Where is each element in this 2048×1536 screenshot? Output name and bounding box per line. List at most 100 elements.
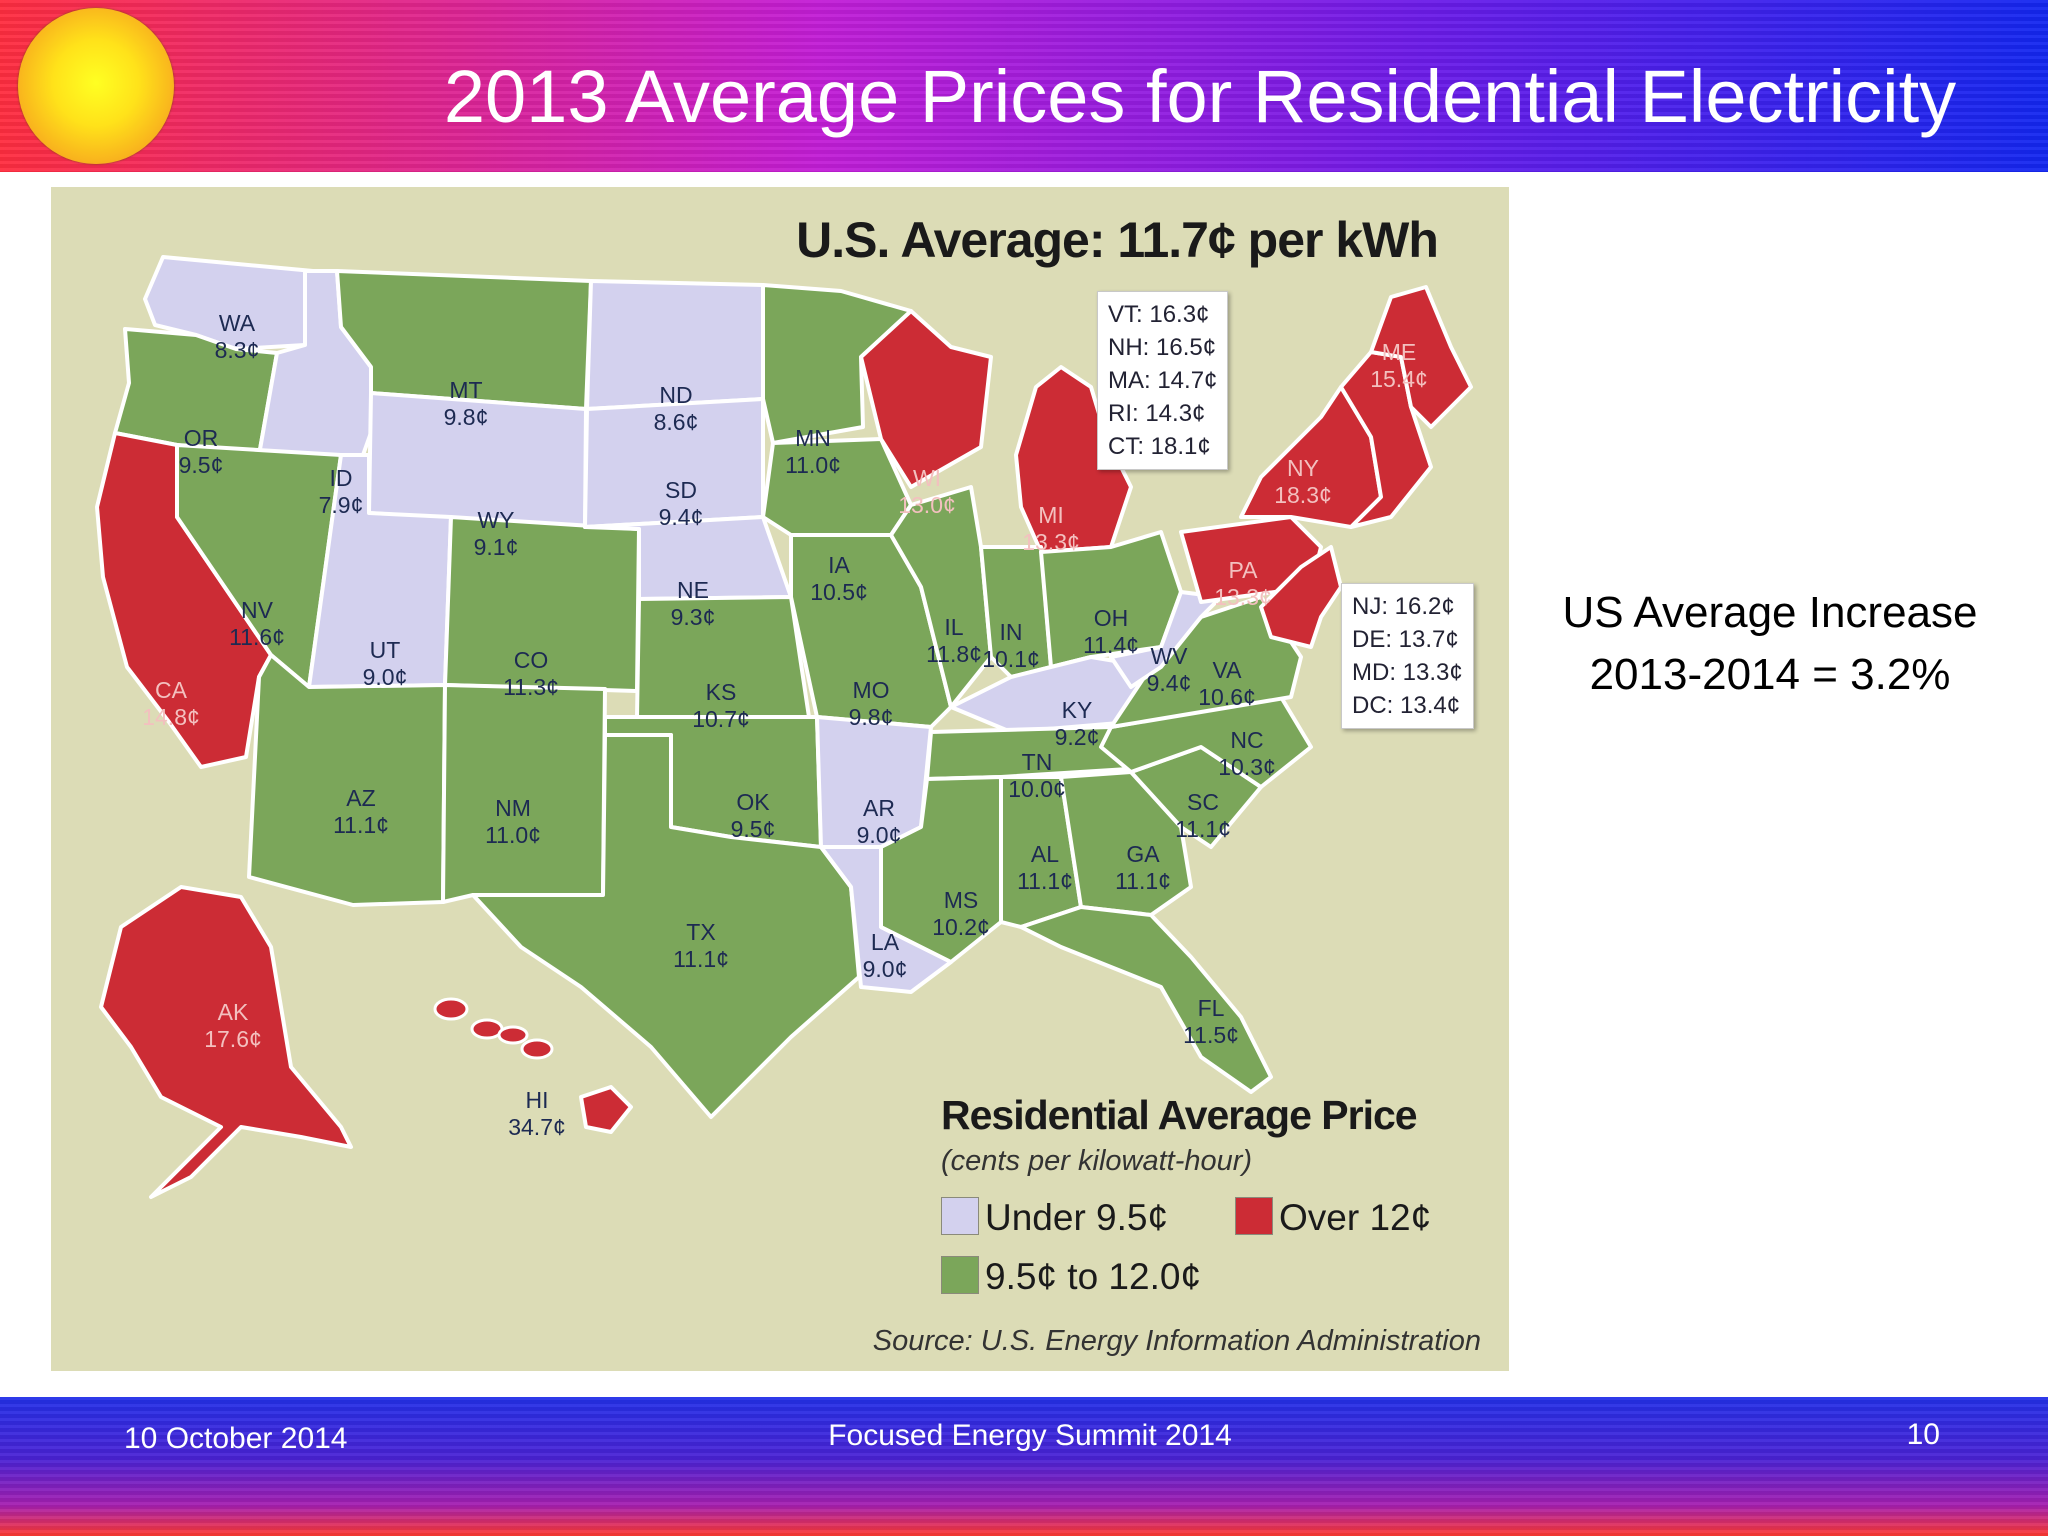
state-price: 10.1¢ <box>982 646 1040 672</box>
legend-swatch-high <box>1235 1197 1273 1235</box>
callout-md: MD: 13.3¢ <box>1352 659 1463 686</box>
legend-swatch-mid <box>941 1256 979 1294</box>
state-price: 11.5¢ <box>1183 1022 1239 1048</box>
hawaii-island-3 <box>497 1025 529 1045</box>
state-price: 9.3¢ <box>670 604 716 630</box>
state-price: 7.9¢ <box>318 492 364 518</box>
state-price: 10.7¢ <box>692 706 750 732</box>
legend-label-low: Under 9.5¢ <box>985 1197 1169 1238</box>
state-price: 10.0¢ <box>1008 776 1066 802</box>
state-abbr: KS <box>705 679 737 705</box>
state-abbr: VA <box>1212 657 1242 683</box>
us-map-shapes <box>95 255 1473 1199</box>
state-price: 11.8¢ <box>926 641 982 667</box>
state-label-wv: WV 9.4¢ <box>1104 643 1234 697</box>
state-price: 9.1¢ <box>473 534 519 560</box>
state-shape-fl <box>1019 905 1273 1094</box>
legend-subtitle: (cents per kilowatt-hour) <box>941 1145 1253 1177</box>
state-abbr: NC <box>1230 727 1264 753</box>
state-price: 13.0¢ <box>898 492 956 518</box>
state-abbr: NY <box>1287 455 1319 481</box>
state-price: 10.6¢ <box>1198 684 1256 710</box>
state-price: 11.1¢ <box>333 812 389 838</box>
state-abbr: TN <box>1021 749 1053 775</box>
state-abbr: WI <box>912 465 942 491</box>
callout-vt: VT: 16.3¢ <box>1108 301 1210 328</box>
side-note-line-1: US Average Increase <box>1562 588 1978 637</box>
state-abbr: HI <box>525 1087 549 1113</box>
state-label-mt: MT 9.8¢ <box>401 377 531 431</box>
footer-date: 10 October 2014 <box>124 1422 348 1455</box>
state-price: 9.4¢ <box>1146 670 1192 696</box>
state-price: 11.1¢ <box>673 946 729 972</box>
state-label-ar: AR 9.0¢ <box>814 795 944 849</box>
state-shape-ak <box>99 885 353 1199</box>
state-label-ny: NY 18.3¢ <box>1238 455 1368 509</box>
state-abbr: KY <box>1061 697 1093 723</box>
state-abbr: AR <box>863 795 895 821</box>
state-abbr: MO <box>852 677 890 703</box>
state-shape-hi <box>579 1085 633 1134</box>
state-label-sc: SC 11.1¢ <box>1138 789 1268 843</box>
legend-label-mid: 9.5¢ to 12.0¢ <box>985 1256 1202 1297</box>
state-shape-tx <box>471 733 861 1119</box>
legend-item-high: Over 12¢ <box>1235 1197 1431 1239</box>
footer-event: Focused Energy Summit 2014 <box>828 1419 1232 1452</box>
state-abbr: WA <box>218 310 256 336</box>
state-label-me: ME 15.4¢ <box>1334 339 1464 393</box>
state-label-nc: NC 10.3¢ <box>1182 727 1312 781</box>
callout-ct: CT: 18.1¢ <box>1108 433 1211 460</box>
state-abbr: LA <box>870 929 900 955</box>
state-price: 14.8¢ <box>142 704 200 730</box>
state-price: 9.0¢ <box>862 956 908 982</box>
state-abbr: NM <box>495 795 531 821</box>
state-abbr: CO <box>513 647 549 673</box>
state-abbr: NE <box>677 577 709 603</box>
state-label-tx: TX 11.1¢ <box>636 919 766 973</box>
state-price: 13.3¢ <box>1214 584 1272 610</box>
state-label-nm: NM 11.0¢ <box>448 795 578 849</box>
state-price: 18.3¢ <box>1274 482 1332 508</box>
price-map: WA 8.3¢ OR 9.5¢ CA 14.8¢ ID 7.9¢ NV 11.6¢ MT 9.8¢ WY… <box>51 187 1509 1371</box>
state-price: 9.4¢ <box>658 504 704 530</box>
state-price: 11.1¢ <box>1175 816 1231 842</box>
state-price: 10.5¢ <box>810 579 868 605</box>
state-price: 11.6¢ <box>229 624 285 650</box>
state-label-az: AZ 11.1¢ <box>296 785 426 839</box>
state-price: 15.4¢ <box>1370 366 1428 392</box>
state-abbr: AL <box>1030 841 1060 867</box>
state-abbr: PA <box>1228 557 1258 583</box>
side-note-line-2: 2013-2014 = 3.2% <box>1589 650 1951 699</box>
state-abbr: IL <box>944 614 964 640</box>
state-abbr: CA <box>155 677 187 703</box>
state-shape-wv <box>1109 590 1223 689</box>
state-label-ky: KY 9.2¢ <box>1012 697 1142 751</box>
state-label-ne: NE 9.3¢ <box>628 577 758 631</box>
state-shape-az <box>247 653 447 907</box>
state-abbr: OK <box>736 789 770 815</box>
state-label-oh: OH 11.4¢ <box>1046 605 1176 659</box>
state-shape-il <box>889 485 993 709</box>
state-label-ok: OK 9.5¢ <box>688 789 818 843</box>
map-headline: U.S. Average: 11.7¢ per kWh <box>796 212 1439 268</box>
state-price: 11.4¢ <box>1083 632 1139 658</box>
state-label-or: OR 9.5¢ <box>136 425 266 479</box>
state-price: 10.2¢ <box>932 914 990 940</box>
callout-nj: NJ: 16.2¢ <box>1352 593 1455 620</box>
midatlantic-callout: NJ: 16.2¢ DE: 13.7¢ MD: 13.3¢ DC: 13.4¢ <box>1341 583 1474 729</box>
state-price: 17.6¢ <box>204 1026 262 1052</box>
slide-title: 2013 Average Prices for Residential Elec… <box>443 55 1957 138</box>
state-label-wa: WA 8.3¢ <box>172 310 302 364</box>
state-label-ms: MS 10.2¢ <box>896 887 1026 941</box>
state-shape-mn <box>761 283 913 445</box>
state-price: 11.0¢ <box>785 452 841 478</box>
state-shape-nj-md <box>1259 545 1343 649</box>
state-label-ia: IA 10.5¢ <box>774 552 904 606</box>
map-source: Source: U.S. Energy Information Administ… <box>872 1325 1481 1357</box>
state-label-sd: SD 9.4¢ <box>616 477 746 531</box>
state-price: 9.0¢ <box>362 664 408 690</box>
state-abbr: MI <box>1038 502 1064 528</box>
state-price: 9.0¢ <box>856 822 902 848</box>
state-label-la: LA 9.0¢ <box>820 929 950 983</box>
state-abbr: FL <box>1197 995 1225 1021</box>
